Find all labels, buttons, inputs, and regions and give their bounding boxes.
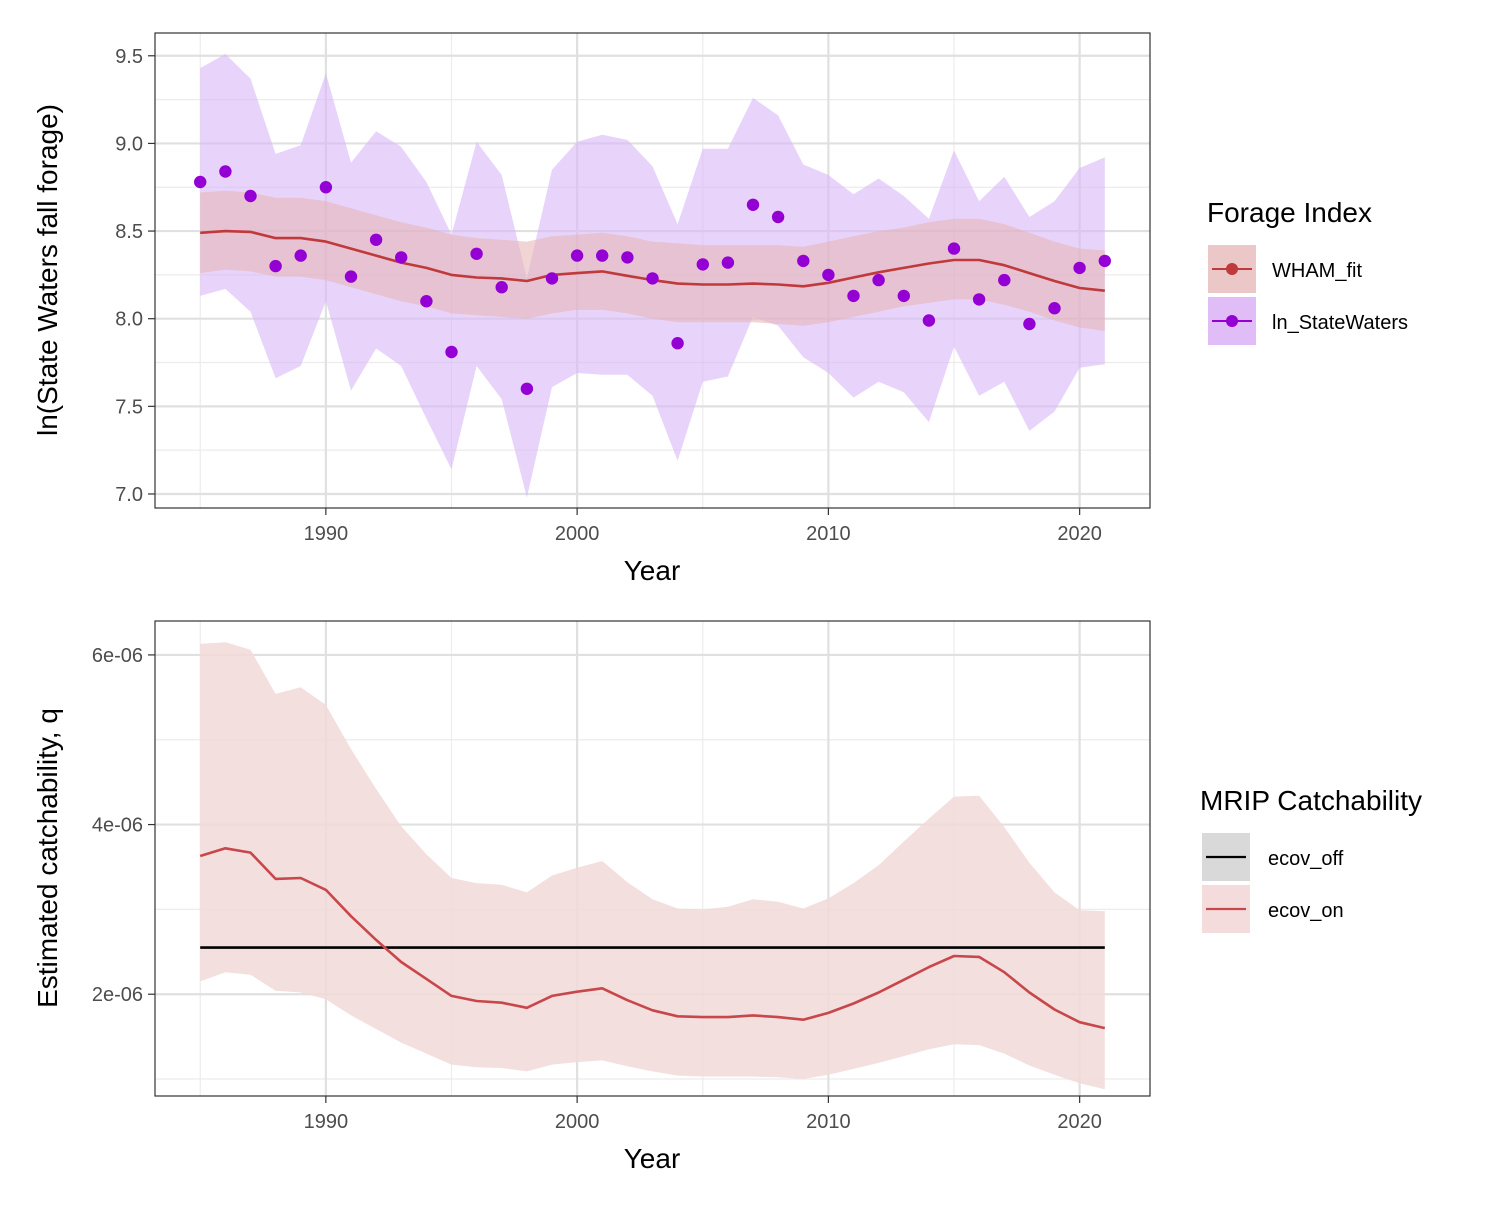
forage-index-panel: 7.0 7.5 8.0 8.5 9.0 9.5 1990 2000 2010 2020 Year… bbox=[32, 32, 1408, 586]
point-ln-statewaters bbox=[495, 281, 508, 294]
point-ln-statewaters bbox=[1048, 302, 1061, 315]
point-ln-statewaters bbox=[269, 259, 282, 273]
point-ln-statewaters bbox=[1098, 254, 1112, 268]
x-tick-labels: 1990 2000 2010 2020 bbox=[304, 508, 1102, 545]
legend: Forage Index WHAM_fit ln_StateWaters bbox=[1207, 197, 1408, 345]
point-ln-statewaters bbox=[671, 337, 684, 350]
legend: MRIP Catchability ecov_off ecov_on bbox=[1200, 785, 1422, 933]
point-ln-statewaters bbox=[420, 295, 433, 308]
point-ln-statewaters bbox=[771, 210, 785, 224]
point-ln-statewaters bbox=[194, 175, 207, 189]
point-ln-statewaters bbox=[998, 273, 1011, 287]
x-tick-labels: 1990 2000 2010 2020 bbox=[304, 1096, 1102, 1133]
point-ln-statewaters bbox=[947, 242, 961, 255]
point-ln-statewaters bbox=[646, 272, 659, 285]
point-ln-statewaters bbox=[244, 189, 257, 203]
y-tick-label: 7.0 bbox=[115, 484, 143, 506]
legend-title: MRIP Catchability bbox=[1200, 785, 1422, 816]
point-ln-statewaters bbox=[621, 251, 634, 264]
y-tick-label: 9.5 bbox=[115, 46, 143, 68]
point-ln-statewaters bbox=[570, 249, 584, 262]
legend-point-ln-statewaters bbox=[1226, 315, 1238, 327]
point-ln-statewaters bbox=[872, 273, 885, 287]
y-tick-labels: 2e-06 4e-06 6e-06 bbox=[92, 645, 155, 1006]
point-ln-statewaters bbox=[319, 181, 333, 194]
point-ln-statewaters bbox=[369, 233, 383, 246]
point-ln-statewaters bbox=[395, 251, 408, 264]
legend-label-ecov-on: ecov_on bbox=[1268, 900, 1344, 922]
legend-item-ecov-on: ecov_on bbox=[1202, 885, 1344, 933]
point-ln-statewaters bbox=[696, 258, 709, 271]
x-tick-label: 2010 bbox=[806, 523, 851, 545]
y-axis-title: Estimated catchability, q bbox=[32, 708, 63, 1008]
x-axis-title: Year bbox=[624, 1143, 681, 1174]
point-ln-statewaters bbox=[470, 247, 483, 260]
point-ln-statewaters bbox=[596, 249, 609, 262]
point-ln-statewaters bbox=[1023, 317, 1036, 331]
y-tick-label: 2e-06 bbox=[92, 984, 143, 1006]
point-ln-statewaters bbox=[1073, 261, 1086, 275]
legend-title: Forage Index bbox=[1207, 197, 1372, 228]
series-points bbox=[194, 165, 1112, 395]
point-ln-statewaters bbox=[897, 289, 910, 303]
point-ln-statewaters bbox=[520, 382, 534, 395]
x-tick-label: 2000 bbox=[555, 1111, 600, 1133]
point-ln-statewaters bbox=[847, 289, 860, 303]
x-tick-label: 1990 bbox=[304, 1111, 349, 1133]
y-tick-label: 8.5 bbox=[115, 221, 143, 243]
x-tick-label: 2000 bbox=[555, 523, 600, 545]
point-ln-statewaters bbox=[445, 345, 458, 359]
series-lines bbox=[199, 847, 1106, 1030]
y-axis-title: ln(State Waters fall forage) bbox=[32, 104, 63, 436]
x-tick-label: 2010 bbox=[806, 1111, 851, 1133]
catchability-panel: 2e-06 4e-06 6e-06 1990 2000 2010 2020 Year Es… bbox=[32, 620, 1422, 1174]
x-tick-label: 1990 bbox=[304, 523, 349, 545]
y-tick-label: 6e-06 bbox=[92, 645, 143, 667]
x-tick-label: 2020 bbox=[1057, 1111, 1102, 1133]
y-tick-labels: 7.0 7.5 8.0 8.5 9.0 9.5 bbox=[115, 46, 155, 506]
y-tick-label: 4e-06 bbox=[92, 815, 143, 837]
legend-label-wham-fit: WHAM_fit bbox=[1272, 260, 1362, 282]
legend-item-ecov-off: ecov_off bbox=[1202, 833, 1344, 881]
point-ln-statewaters bbox=[545, 272, 559, 285]
x-tick-label: 2020 bbox=[1057, 523, 1102, 545]
point-ln-statewaters bbox=[972, 293, 986, 306]
y-tick-label: 8.0 bbox=[115, 309, 143, 331]
point-ln-statewaters bbox=[721, 256, 735, 269]
legend-item-wham-fit: WHAM_fit bbox=[1208, 245, 1362, 293]
legend-label-ecov-off: ecov_off bbox=[1268, 848, 1344, 870]
point-ln-statewaters bbox=[797, 254, 810, 268]
panel-border bbox=[154, 620, 1151, 1097]
legend-label-ln-statewaters: ln_StateWaters bbox=[1272, 312, 1408, 334]
y-tick-label: 9.0 bbox=[115, 133, 143, 155]
legend-point-wham-fit bbox=[1226, 263, 1238, 275]
point-ln-statewaters bbox=[746, 198, 760, 211]
panel-border bbox=[154, 32, 1151, 509]
point-ln-statewaters bbox=[922, 314, 936, 327]
line-ecov-on bbox=[199, 847, 1106, 1030]
x-axis-title: Year bbox=[624, 555, 681, 586]
y-tick-label: 7.5 bbox=[115, 396, 143, 418]
point-ln-statewaters bbox=[219, 165, 232, 178]
legend-item-ln-statewaters: ln_StateWaters bbox=[1208, 297, 1408, 345]
point-ln-statewaters bbox=[344, 270, 358, 283]
point-ln-statewaters bbox=[822, 268, 835, 282]
point-ln-statewaters bbox=[294, 249, 307, 262]
